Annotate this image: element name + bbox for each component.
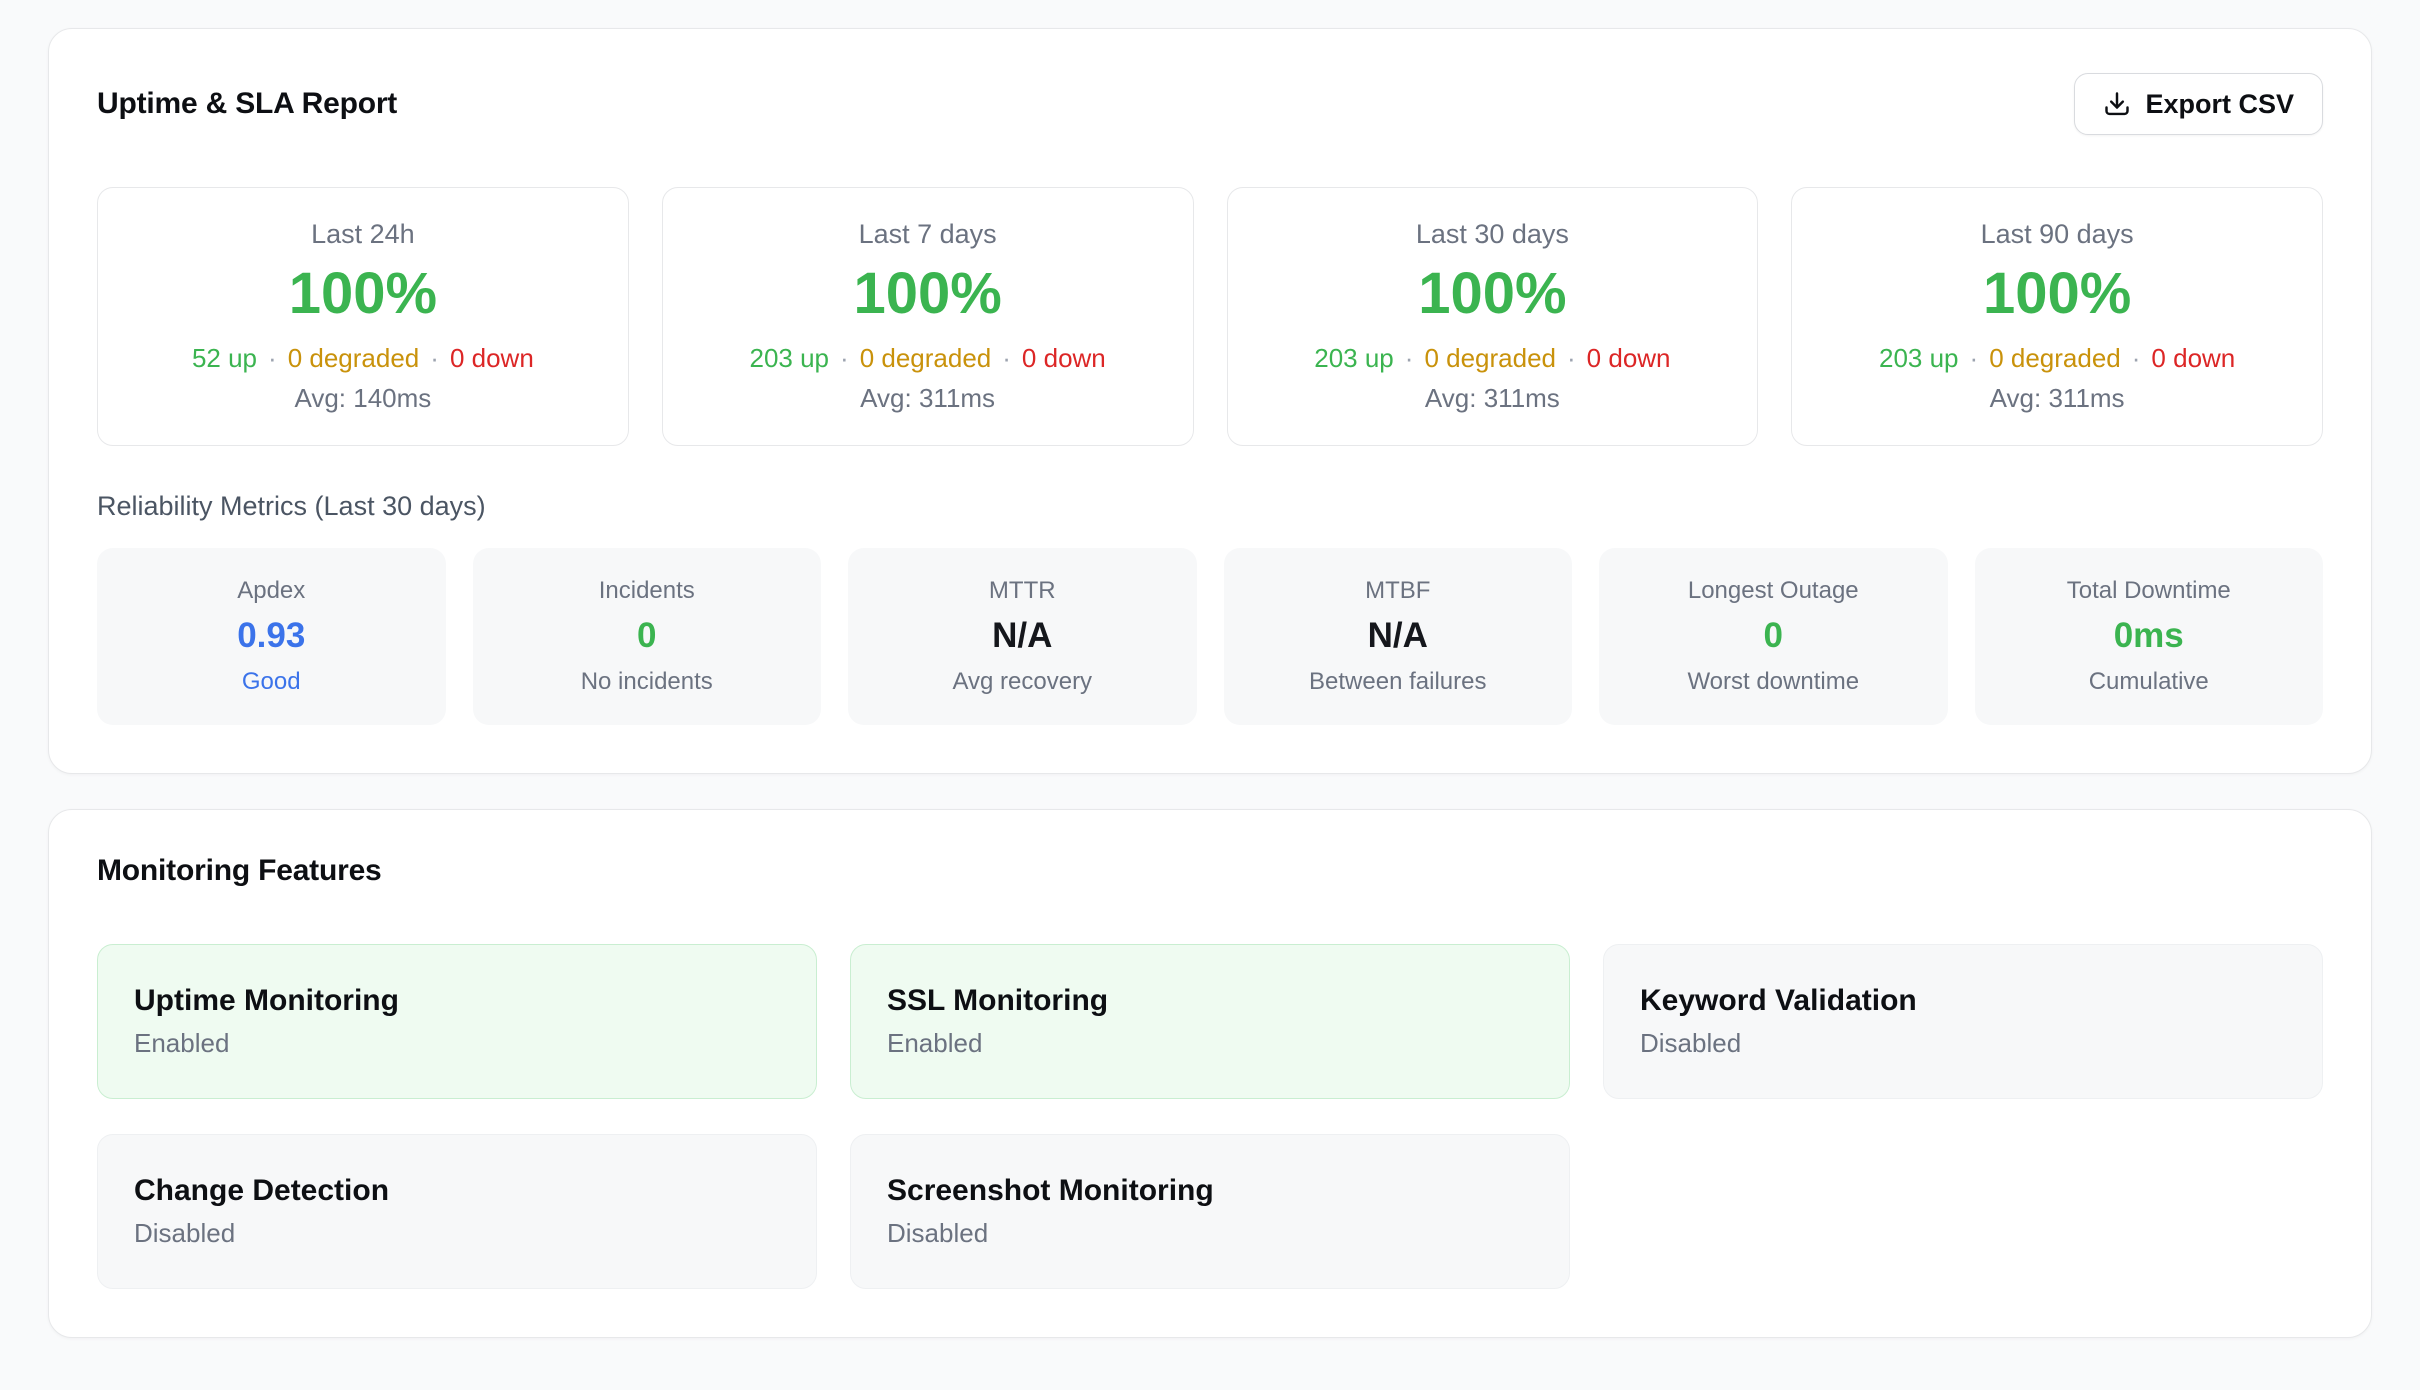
separator-dot: · [1567, 343, 1576, 373]
uptime-percentage: 100% [1418, 261, 1567, 326]
uptime-sla-report-panel: Uptime & SLA Report Export CSV Last 24h … [48, 28, 2372, 774]
feature-name: Screenshot Monitoring [887, 1174, 1214, 1207]
up-count: 203 up [749, 343, 830, 373]
separator-dot: · [1002, 343, 1011, 373]
uptime-card-last-30-days: Last 30 days 100% 203 up · 0 degraded · … [1226, 187, 1759, 446]
period-label: Last 30 days [1415, 219, 1569, 249]
feature-status: Enabled [134, 1028, 230, 1058]
features-grid: Uptime Monitoring Enabled SSL Monitoring… [97, 944, 2323, 1289]
uptime-percentage: 100% [288, 261, 438, 326]
check-counts: 203 up · 0 degraded · 0 down [1879, 343, 2235, 374]
degraded-count: 0 degraded [1424, 343, 1556, 373]
export-csv-button[interactable]: Export CSV [2074, 73, 2323, 135]
metric-value: N/A [992, 616, 1053, 655]
metric-subtext: Cumulative [2088, 668, 2209, 695]
separator-dot: · [268, 343, 277, 373]
metric-tile-total-downtime: Total Downtime 0ms Cumulative [1974, 548, 2323, 725]
metric-tile-mtbf: MTBF N/A Between failures [1223, 548, 1572, 725]
separator-dot: · [1404, 343, 1414, 373]
feature-tile-keyword-validation: Keyword Validation Disabled [1603, 944, 2323, 1099]
feature-status: Disabled [134, 1218, 236, 1248]
metric-tile-incidents: Incidents 0 No incidents [472, 548, 821, 725]
uptime-card-last-90-days: Last 90 days 100% 203 up · 0 degraded · … [1791, 187, 2323, 446]
feature-tile-uptime-monitoring: Uptime Monitoring Enabled [97, 944, 817, 1099]
down-count: 0 down [449, 343, 534, 373]
metric-label: Apdex [237, 577, 306, 604]
down-count: 0 down [2151, 343, 2236, 373]
down-count: 0 down [1586, 343, 1671, 373]
degraded-count: 0 degraded [287, 343, 420, 373]
feature-name: Change Detection [134, 1174, 390, 1207]
period-label: Last 90 days [1980, 219, 2134, 249]
download-icon [2103, 90, 2131, 118]
feature-name: Uptime Monitoring [134, 984, 399, 1017]
metric-value: 0 [1763, 616, 1783, 655]
avg-response-time: Avg: 311ms [1989, 383, 2125, 413]
feature-tile-change-detection: Change Detection Disabled [97, 1134, 817, 1289]
metric-subtext: Between failures [1309, 668, 1487, 695]
feature-tile-screenshot-monitoring: Screenshot Monitoring Disabled [850, 1134, 1570, 1289]
check-counts: 203 up · 0 degraded · 0 down [1314, 343, 1670, 374]
separator-dot: · [2131, 343, 2141, 373]
metric-subtext: Avg recovery [952, 668, 1093, 695]
metric-tile-apdex: Apdex 0.93 Good [97, 548, 446, 725]
metric-label: MTTR [988, 577, 1056, 604]
uptime-percentage: 100% [853, 261, 1002, 326]
feature-status: Disabled [887, 1218, 989, 1248]
up-count: 203 up [1878, 343, 1959, 373]
monitoring-features-title: Monitoring Features [97, 854, 382, 887]
metric-value: 0.93 [237, 616, 306, 655]
feature-tile-ssl-monitoring: SSL Monitoring Enabled [850, 944, 1570, 1099]
uptime-cards-row: Last 24h 100% 52 up · 0 degraded · 0 dow… [97, 187, 2323, 446]
degraded-count: 0 degraded [1989, 343, 2121, 373]
export-csv-label: Export CSV [2145, 88, 2294, 119]
separator-dot: · [840, 343, 849, 373]
check-counts: 52 up · 0 degraded · 0 down [192, 343, 534, 374]
period-label: Last 24h [311, 219, 415, 249]
sla-dashboard-page: Uptime & SLA Report Export CSV Last 24h … [48, 28, 2372, 1338]
avg-response-time: Avg: 311ms [1424, 383, 1560, 413]
uptime-percentage: 100% [1982, 261, 2132, 326]
separator-dot: · [430, 343, 439, 373]
metric-tile-longest-outage: Longest Outage 0 Worst downtime [1599, 548, 1948, 725]
reliability-metrics-heading: Reliability Metrics (Last 30 days) [97, 491, 486, 521]
uptime-card-last-7-days: Last 7 days 100% 203 up · 0 degraded · 0… [661, 187, 1194, 446]
metric-value: N/A [1367, 616, 1428, 655]
report-header: Uptime & SLA Report Export CSV [97, 73, 2323, 135]
metric-label: Incidents [598, 577, 695, 604]
period-label: Last 7 days [858, 219, 997, 249]
feature-status: Disabled [1640, 1028, 1742, 1058]
metric-subtext: No incidents [580, 668, 713, 695]
metric-subtext: Worst downtime [1687, 668, 1860, 695]
feature-status: Enabled [887, 1028, 983, 1058]
metric-tile-mttr: MTTR N/A Avg recovery [848, 548, 1197, 725]
avg-response-time: Avg: 140ms [294, 383, 432, 413]
uptime-card-last-24h: Last 24h 100% 52 up · 0 degraded · 0 dow… [97, 187, 629, 446]
feature-name: SSL Monitoring [887, 984, 1109, 1017]
up-count: 52 up [191, 343, 258, 373]
metric-subtext: Good [241, 668, 301, 695]
up-count: 203 up [1314, 343, 1394, 373]
metric-value: 0 [637, 616, 657, 655]
metric-label: Longest Outage [1687, 577, 1859, 604]
metric-label: Total Downtime [2066, 577, 2231, 604]
reliability-metrics-row: Apdex 0.93 Good Incidents 0 No incidents… [97, 548, 2323, 725]
separator-dot: · [1969, 343, 1979, 373]
avg-response-time: Avg: 311ms [860, 383, 996, 413]
monitoring-features-panel: Monitoring Features Uptime Monitoring En… [48, 809, 2372, 1338]
feature-name: Keyword Validation [1640, 984, 1917, 1017]
metric-value: 0ms [2113, 616, 2184, 655]
degraded-count: 0 degraded [859, 343, 992, 373]
down-count: 0 down [1021, 343, 1106, 373]
metric-label: MTBF [1365, 577, 1431, 604]
check-counts: 203 up · 0 degraded · 0 down [749, 343, 1105, 374]
report-title: Uptime & SLA Report [97, 87, 398, 120]
